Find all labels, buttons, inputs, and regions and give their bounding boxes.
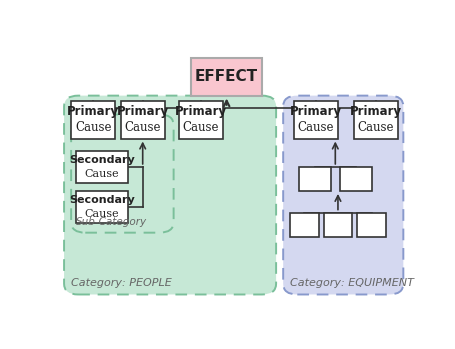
- Text: Primary: Primary: [175, 105, 227, 118]
- FancyBboxPatch shape: [120, 101, 164, 139]
- Text: Cause: Cause: [182, 121, 219, 134]
- Text: Category: EQUIPMENT: Category: EQUIPMENT: [290, 278, 413, 288]
- Text: Sub-Category: Sub-Category: [76, 217, 147, 227]
- Text: Cause: Cause: [85, 169, 119, 179]
- FancyBboxPatch shape: [357, 213, 385, 237]
- FancyBboxPatch shape: [290, 213, 318, 237]
- FancyBboxPatch shape: [353, 101, 397, 139]
- FancyBboxPatch shape: [178, 101, 222, 139]
- FancyBboxPatch shape: [64, 96, 275, 295]
- FancyBboxPatch shape: [298, 167, 330, 191]
- Text: Cause: Cause: [297, 121, 334, 134]
- Text: EFFECT: EFFECT: [195, 69, 258, 84]
- FancyBboxPatch shape: [293, 101, 337, 139]
- Text: Cause: Cause: [124, 121, 161, 134]
- Text: Cause: Cause: [357, 121, 393, 134]
- FancyBboxPatch shape: [323, 213, 351, 237]
- Text: Secondary: Secondary: [69, 155, 135, 165]
- Text: Secondary: Secondary: [69, 195, 135, 206]
- FancyBboxPatch shape: [76, 151, 127, 183]
- FancyBboxPatch shape: [76, 191, 127, 223]
- FancyBboxPatch shape: [71, 114, 173, 233]
- FancyBboxPatch shape: [71, 101, 115, 139]
- Text: Cause: Cause: [75, 121, 111, 134]
- Text: Category: PEOPLE: Category: PEOPLE: [71, 278, 172, 288]
- Text: Primary: Primary: [116, 105, 168, 118]
- Text: Primary: Primary: [289, 105, 341, 118]
- FancyBboxPatch shape: [283, 96, 403, 295]
- Text: Primary: Primary: [67, 105, 119, 118]
- FancyBboxPatch shape: [339, 167, 371, 191]
- Text: Primary: Primary: [349, 105, 401, 118]
- Text: Cause: Cause: [85, 209, 119, 219]
- FancyBboxPatch shape: [191, 58, 261, 96]
